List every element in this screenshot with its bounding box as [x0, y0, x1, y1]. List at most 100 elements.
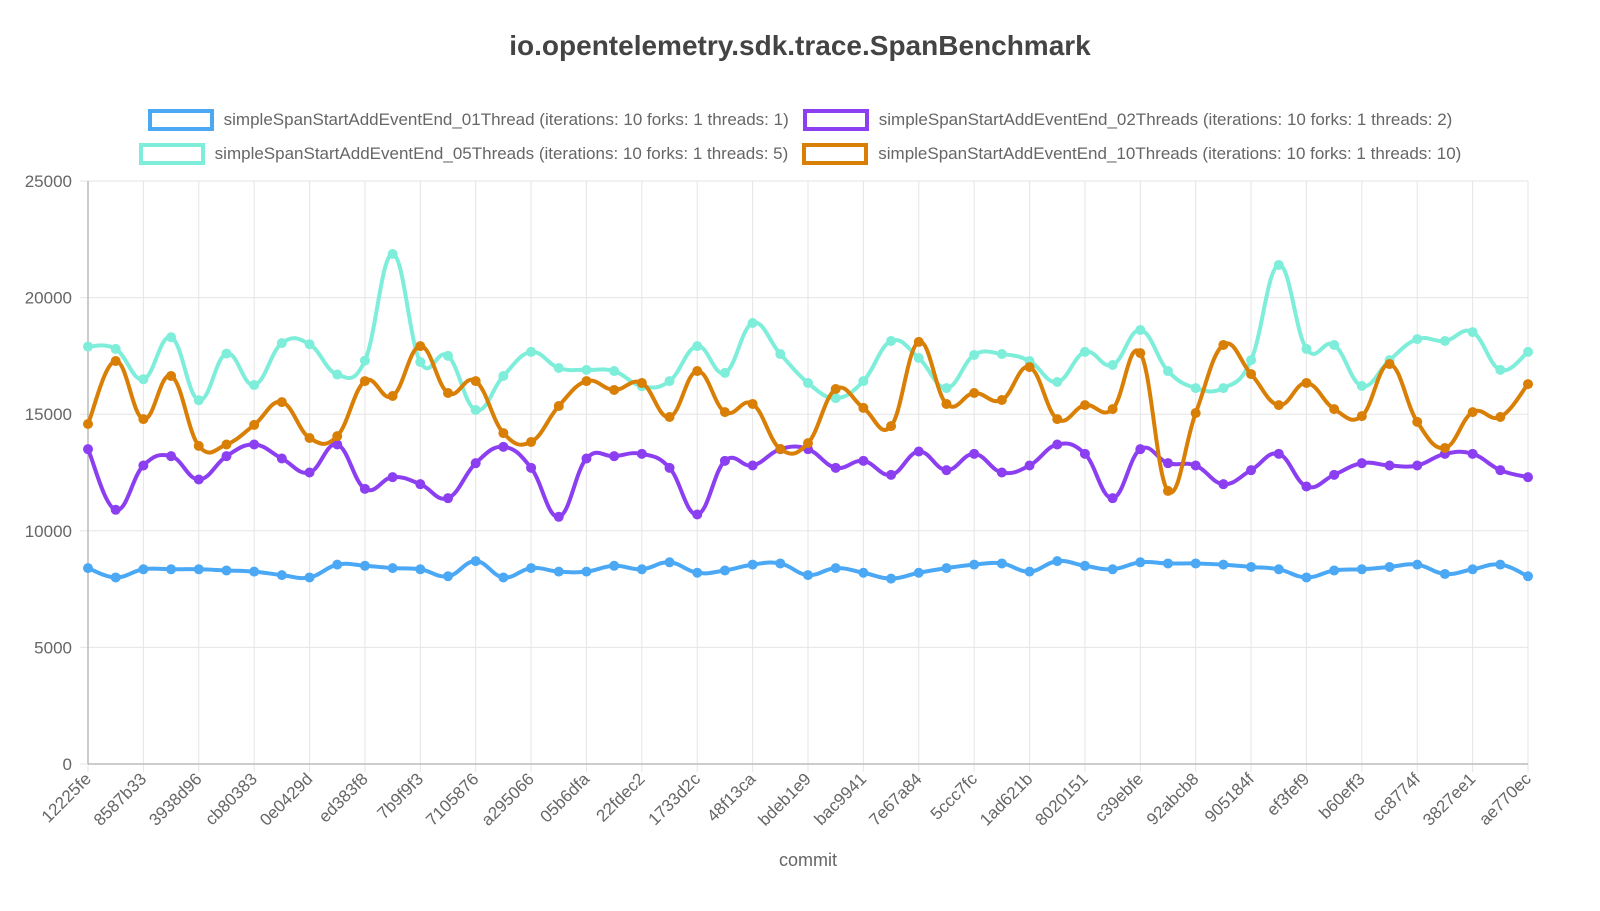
data-point — [221, 348, 232, 359]
data-point — [581, 376, 592, 387]
legend-item-01thread[interactable]: simpleSpanStartAddEventEnd_01Thread (ite… — [147, 109, 789, 131]
data-point — [1412, 559, 1423, 570]
data-point — [1135, 444, 1146, 455]
legend-swatch — [802, 109, 869, 131]
legend-label: simpleSpanStartAddEventEnd_01Thread (ite… — [223, 110, 789, 129]
data-point — [830, 462, 841, 473]
data-point — [526, 563, 537, 574]
data-point — [886, 469, 897, 480]
data-point — [498, 370, 509, 381]
data-point — [1273, 400, 1284, 411]
data-point — [609, 366, 620, 377]
x-tick-label: 3827ee1 — [1419, 769, 1479, 829]
data-point — [996, 394, 1007, 405]
legend-swatch — [138, 143, 205, 165]
data-point — [913, 567, 924, 578]
data-point — [110, 504, 121, 515]
x-tick-label: 8020151 — [1032, 769, 1092, 829]
data-point — [249, 439, 260, 450]
data-point — [747, 398, 758, 409]
data-point — [138, 414, 149, 425]
data-point — [1523, 346, 1533, 357]
data-point — [249, 380, 260, 391]
legend-item-10threads[interactable]: simpleSpanStartAddEventEnd_10Threads (it… — [802, 143, 1461, 165]
x-tick-label: 7e67a84 — [865, 769, 925, 829]
legend-row-1: simpleSpanStartAddEventEnd_01Thread (ite… — [0, 109, 1600, 131]
data-point — [1412, 416, 1423, 427]
data-point — [1107, 564, 1118, 575]
data-point — [1246, 561, 1257, 572]
data-point — [747, 559, 758, 570]
data-point — [803, 570, 813, 581]
data-point — [1052, 377, 1063, 388]
data-point — [1495, 465, 1506, 476]
data-point — [498, 428, 509, 439]
data-point — [581, 364, 592, 375]
data-point — [1135, 348, 1146, 359]
data-point — [359, 560, 370, 571]
data-point — [969, 387, 980, 398]
data-point — [443, 387, 453, 398]
data-point — [1301, 377, 1312, 388]
y-tick-label: 5000 — [34, 638, 72, 657]
data-point — [359, 483, 370, 494]
data-point — [1412, 334, 1423, 345]
data-point — [553, 363, 564, 374]
data-point — [719, 407, 730, 418]
data-point — [83, 563, 93, 574]
data-point — [1301, 481, 1312, 492]
data-point — [359, 376, 370, 387]
data-point — [387, 391, 398, 402]
data-point — [193, 395, 204, 406]
legend-item-05threads[interactable]: simpleSpanStartAddEventEnd_05Threads (it… — [138, 143, 789, 165]
data-point — [1107, 493, 1118, 504]
data-point — [636, 377, 647, 388]
data-point — [747, 318, 758, 329]
data-point — [1467, 327, 1478, 338]
data-point — [1439, 568, 1450, 579]
x-tick-label: 48f13ca — [703, 769, 760, 826]
x-tick-label: ed383f8 — [315, 769, 372, 826]
series-line-2 — [87, 251, 1530, 413]
data-point — [1356, 380, 1367, 391]
chart-title: io.opentelemetry.sdk.trace.SpanBenchmark — [509, 30, 1091, 61]
data-point — [276, 570, 287, 581]
data-point — [775, 443, 786, 454]
data-point — [996, 349, 1007, 360]
x-tick-label: 0e0429d — [256, 769, 316, 829]
data-point — [1523, 472, 1533, 483]
data-point — [1052, 439, 1063, 450]
x-tick-label: 12225fe — [38, 769, 95, 826]
x-tick-label: bdeb1e9 — [755, 769, 815, 829]
data-point — [1024, 460, 1035, 471]
x-tick-label: a295066 — [478, 769, 538, 829]
x-tick-label: b60eff3 — [1315, 769, 1368, 822]
data-point — [941, 465, 952, 476]
data-point — [415, 564, 426, 575]
data-point — [1495, 559, 1506, 570]
data-point — [1329, 565, 1340, 576]
legend-swatch — [802, 143, 869, 165]
legend-label: simpleSpanStartAddEventEnd_05Threads (it… — [214, 144, 789, 163]
data-point — [775, 349, 786, 360]
data-point — [609, 384, 620, 395]
data-point — [470, 405, 481, 416]
legend-item-02threads[interactable]: simpleSpanStartAddEventEnd_02Threads (it… — [802, 109, 1452, 131]
x-tick-label: ae770ec — [1475, 769, 1535, 829]
data-point — [332, 369, 343, 380]
data-point — [1301, 572, 1312, 583]
data-point — [193, 440, 204, 451]
data-point — [1439, 443, 1450, 454]
x-tick-label: bac9941 — [811, 769, 871, 829]
data-point — [1163, 458, 1173, 469]
data-point — [1079, 448, 1090, 459]
data-point — [1356, 564, 1367, 575]
data-point — [553, 511, 564, 522]
data-point — [415, 341, 426, 352]
data-point — [1356, 411, 1367, 422]
data-point — [1273, 259, 1284, 270]
data-point — [526, 346, 537, 357]
data-point — [304, 467, 315, 478]
x-tick-label: 905184f — [1201, 769, 1258, 826]
